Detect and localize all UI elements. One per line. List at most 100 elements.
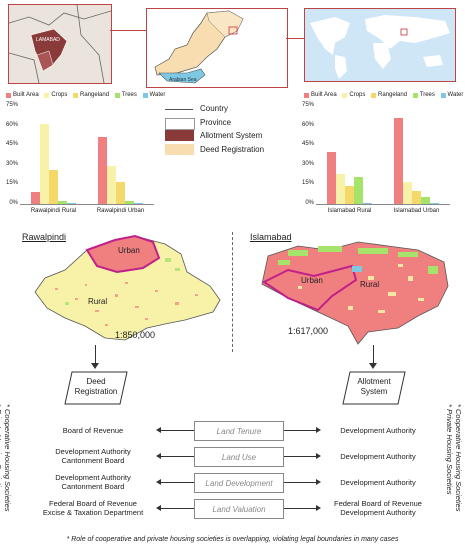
islamabad-urban-label: Urban: [301, 276, 323, 285]
world-map-graphic: [310, 15, 450, 79]
rawalpindi-urban-shape: [85, 234, 161, 274]
flow-arrow-left: [158, 430, 194, 431]
flow-arrow-left: [158, 508, 194, 509]
flow-arrowhead-right: [316, 453, 321, 459]
country-line: [165, 109, 193, 110]
right-chart-bar-rangeland: [412, 190, 421, 204]
islamabad-water: [352, 266, 362, 272]
right-chart-ytick: 0%: [305, 200, 314, 206]
legend-deed: Deed Registration: [200, 145, 265, 154]
islamabad-territory-shape: [261, 241, 449, 345]
islamabad-map: [261, 241, 449, 345]
left-chart-ytick: 15%: [5, 180, 18, 187]
right-chart-bar-water: [430, 202, 439, 204]
right-chart-legend: Built Area Crops Rangeland Trees Water: [300, 92, 463, 99]
side-note-left: * Cooperative Housing Societies * Privat…: [0, 404, 12, 512]
right-chart-category-label: Islamabad Rural: [327, 208, 372, 214]
flow-row-right: Development Authority: [340, 478, 416, 487]
left-chart-x-axis: [20, 204, 154, 205]
connector-line-2: [286, 38, 304, 39]
allotment-system-label: Allotment System: [357, 377, 391, 396]
legend-trees: Trees: [121, 92, 137, 98]
rawalpindi-scale: 1:850,000: [115, 330, 156, 340]
sea-label: Arabian Sea: [169, 77, 197, 83]
flow-row-left: Development Authority Cantonment Board: [55, 447, 131, 465]
legend-swatch-water: [142, 92, 148, 98]
flow-row-right: Development Authority: [340, 452, 416, 461]
right-chart-x-axis: [316, 204, 450, 205]
pakistan-map-graphic: [154, 10, 244, 84]
legend-trees-r: Trees: [419, 92, 435, 98]
deed-registration-box: [64, 371, 128, 405]
left-chart-ytick: 75%: [5, 102, 18, 108]
world-map: [304, 8, 456, 82]
flow-row-center: Land Use: [194, 447, 284, 467]
right-chart-bar-crops: [336, 173, 345, 204]
legend-province: Province: [200, 118, 232, 127]
legend-swatch-rangeland-r: [371, 92, 377, 98]
flow-arrowhead-left: [156, 505, 161, 511]
rawalpindi-trees: [65, 258, 180, 305]
left-chart-bar-trees: [125, 201, 134, 204]
right-chart-bar-trees: [354, 176, 363, 204]
legend-rangeland: Rangeland: [80, 92, 110, 98]
islamabad-urban-shape: [262, 264, 358, 312]
flow-row-right: Federal Board of Revenue Development Aut…: [334, 499, 422, 517]
right-chart-ytick: 15%: [301, 180, 314, 187]
flow-arrowhead-right: [316, 479, 321, 485]
divider-dashed: [232, 232, 233, 352]
islamabad-title: Islamabad: [250, 232, 292, 242]
rawalpindi-map: [34, 234, 221, 341]
legend-swatch-built: [6, 92, 11, 98]
right-chart-ytick: 45%: [301, 141, 314, 148]
right-chart-bar-rangeland: [345, 185, 354, 204]
flow-arrowhead-left: [156, 427, 161, 433]
legend-swatch-trees-r: [412, 92, 418, 98]
legend-swatch-built-r: [304, 92, 309, 98]
islamabad-rural-label: Rural: [360, 280, 380, 289]
side-note-right: * Cooperative Housing Societies * Privat…: [445, 404, 463, 512]
left-chart-ytick: 0%: [9, 200, 18, 206]
flow-arrowhead-right: [316, 427, 321, 433]
flow-arrowhead-left: [156, 479, 161, 485]
left-chart-bar-rangeland: [49, 170, 58, 204]
rawalpindi-texture: [55, 282, 198, 326]
legend-built-r: Built Area: [311, 92, 337, 98]
left-chart-category-label: Rawalpindi Rural: [30, 208, 77, 214]
flow-row-left: Development Authority Cantonment Board: [55, 473, 131, 491]
flow-arrowhead-right: [316, 505, 321, 511]
side-note-left-1: * Cooperative Housing Societies: [3, 404, 12, 512]
flow-row-right: Development Authority: [340, 426, 416, 435]
left-chart-bar-rangeland: [116, 181, 125, 204]
legend-water: Water: [149, 92, 166, 98]
flow-arrow-right: [284, 456, 318, 457]
right-arrowhead: [369, 363, 377, 369]
islamabad-scale: 1:617,000: [288, 326, 329, 336]
right-arrow-down: [373, 345, 374, 365]
right-chart-bar-water: [363, 202, 372, 204]
flow-row-left: Board of Revenue: [62, 426, 124, 435]
legend-water-r: Water: [447, 92, 464, 98]
islamabad-crops: [298, 264, 424, 313]
left-chart-bar-crops: [40, 124, 49, 204]
rawalpindi-urban-label: Urban: [118, 246, 140, 255]
rawalpindi-rural-label: Rural: [88, 297, 108, 306]
legend-rangeland-r: Rangeland: [378, 92, 408, 98]
left-chart-bar-water: [134, 202, 143, 204]
legend-crops: Crops: [51, 92, 68, 98]
flow-arrow-left: [158, 456, 194, 457]
legend-swatch-crops: [44, 92, 50, 98]
right-chart-ytick: 30%: [301, 160, 314, 167]
legend-crops-r: Crops: [349, 92, 366, 98]
side-note-right-1: * Cooperative Housing Societies: [454, 404, 463, 512]
legend-built: Built Area: [13, 92, 39, 98]
right-chart-bar-trees: [421, 197, 430, 204]
side-note-right-2: * Private Housing Societies: [445, 404, 454, 495]
allotment-system-box: [342, 371, 406, 405]
province-swatch: [165, 118, 195, 130]
flow-row-center: Land Valuation: [194, 499, 284, 519]
allotment-swatch: [165, 130, 194, 141]
right-chart-bar-built-area: [327, 151, 336, 204]
deed-swatch: [165, 144, 194, 155]
left-arrowhead: [91, 363, 99, 369]
